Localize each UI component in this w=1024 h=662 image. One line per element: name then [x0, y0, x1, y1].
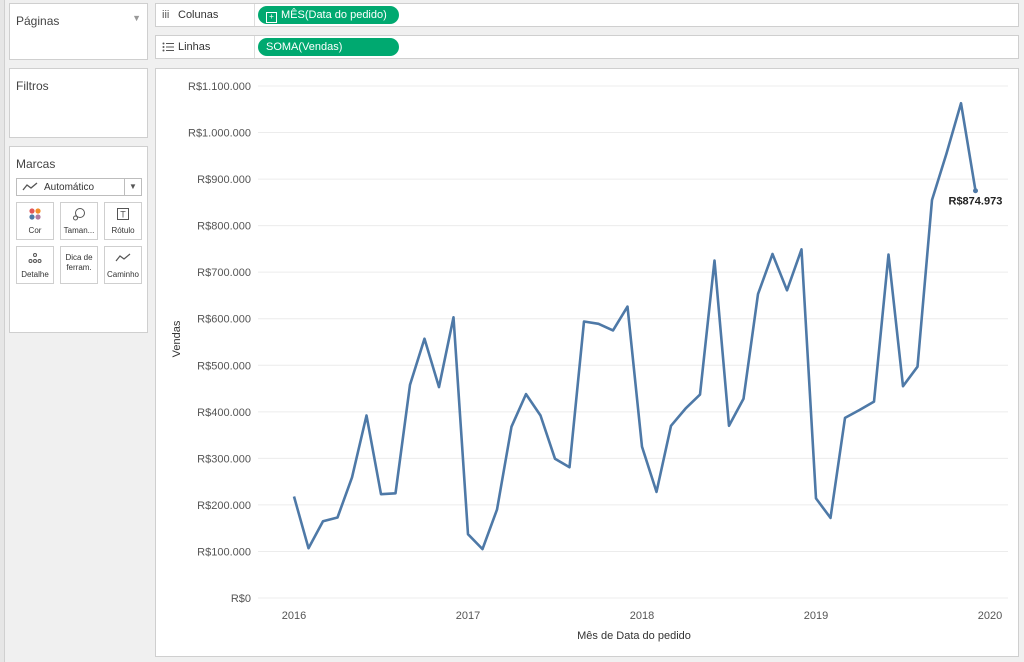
rows-label: Linhas: [178, 41, 211, 53]
path-label: Caminho: [106, 270, 139, 279]
pages-card[interactable]: Páginas ▼: [9, 3, 148, 60]
color-label: Cor: [28, 226, 42, 235]
columns-shelf[interactable]: iii Colunas + MÊS(Data do pedido): [155, 3, 1019, 27]
line-mark-icon: [22, 180, 38, 197]
pages-title: Páginas: [16, 14, 60, 28]
chart-panel: R$0 R$100.000 R$200.000 R$300.000 R$400.000 R…: [155, 68, 1019, 657]
rows-shelf[interactable]: Linhas SOMA(Vendas): [155, 35, 1019, 59]
size-icon: [61, 207, 97, 221]
detail-icon: [17, 251, 53, 265]
y-tick-label: R$500.000: [197, 360, 251, 372]
sales-series-line[interactable]: [292, 101, 977, 551]
y-axis-title: Vendas: [171, 320, 183, 357]
x-tick-label: 2016: [282, 610, 306, 622]
marks-card: Marcas Automático ▼ Cor Taman... T Rótul…: [9, 146, 148, 333]
y-tick-label: R$400.000: [197, 407, 251, 419]
color-button[interactable]: Cor: [16, 202, 54, 240]
shelf-divider: [254, 36, 255, 58]
filters-title: Filtros: [16, 79, 49, 93]
size-label: Taman...: [63, 226, 95, 235]
y-tick-label: R$300.000: [197, 453, 251, 465]
y-tick-label: R$0: [231, 593, 251, 605]
marks-title: Marcas: [16, 157, 56, 171]
sum-sales-pill[interactable]: SOMA(Vendas): [258, 38, 399, 56]
y-tick-label: R$900.000: [197, 174, 251, 186]
size-button[interactable]: Taman...: [60, 202, 98, 240]
line-chart: R$0 R$100.000 R$200.000 R$300.000 R$400.000 R…: [171, 81, 1008, 642]
chevron-down-icon[interactable]: ▼: [124, 179, 141, 195]
label-icon: T: [105, 207, 141, 221]
sales-pill-label: SOMA(Vendas): [266, 41, 343, 53]
y-tick-label: R$200.000: [197, 500, 251, 512]
y-tick-label: R$100.000: [197, 546, 251, 558]
x-axis-title: Mês de Data do pedido: [577, 630, 691, 642]
x-tick-label: 2019: [804, 610, 828, 622]
svg-text:T: T: [120, 210, 126, 220]
columns-label: Colunas: [178, 9, 219, 21]
y-tick-label: R$600.000: [197, 314, 251, 326]
y-tick-label: R$800.000: [197, 221, 251, 233]
filters-card[interactable]: Filtros: [9, 68, 148, 138]
path-icon: [105, 251, 141, 265]
last-value-label: R$874.973: [949, 196, 1003, 208]
tooltip-label-line1: Dica de: [65, 253, 93, 262]
color-icon: [17, 207, 53, 221]
rows-list-icon: [162, 41, 174, 56]
path-button[interactable]: Caminho: [104, 246, 142, 284]
mark-type-label: Automático: [44, 182, 95, 193]
pages-menu-caret-icon[interactable]: ▼: [132, 13, 141, 23]
left-edge: [0, 0, 5, 662]
y-tick-label: R$1.000.000: [188, 128, 251, 140]
y-tick-label: R$700.000: [197, 267, 251, 279]
month-order-date-pill[interactable]: + MÊS(Data do pedido): [258, 6, 399, 24]
y-tick-label: R$1.100.000: [188, 81, 251, 93]
month-pill-label: MÊS(Data do pedido): [281, 9, 387, 21]
detail-button[interactable]: Detalhe: [16, 246, 54, 284]
x-tick-label: 2018: [630, 610, 654, 622]
last-data-point[interactable]: [973, 188, 978, 194]
x-tick-label: 2020: [978, 610, 1002, 622]
label-label: Rótulo: [111, 226, 135, 235]
mark-type-dropdown[interactable]: Automático ▼: [16, 178, 142, 196]
label-button[interactable]: T Rótulo: [104, 202, 142, 240]
shelf-divider: [254, 4, 255, 26]
expand-plus-icon[interactable]: +: [266, 12, 277, 23]
tooltip-label-line2: ferram.: [66, 263, 92, 272]
tooltip-button[interactable]: Dica de ferram.: [60, 246, 98, 284]
detail-label: Detalhe: [21, 270, 49, 279]
x-tick-label: 2017: [456, 610, 480, 622]
columns-icon: iii: [162, 9, 170, 21]
